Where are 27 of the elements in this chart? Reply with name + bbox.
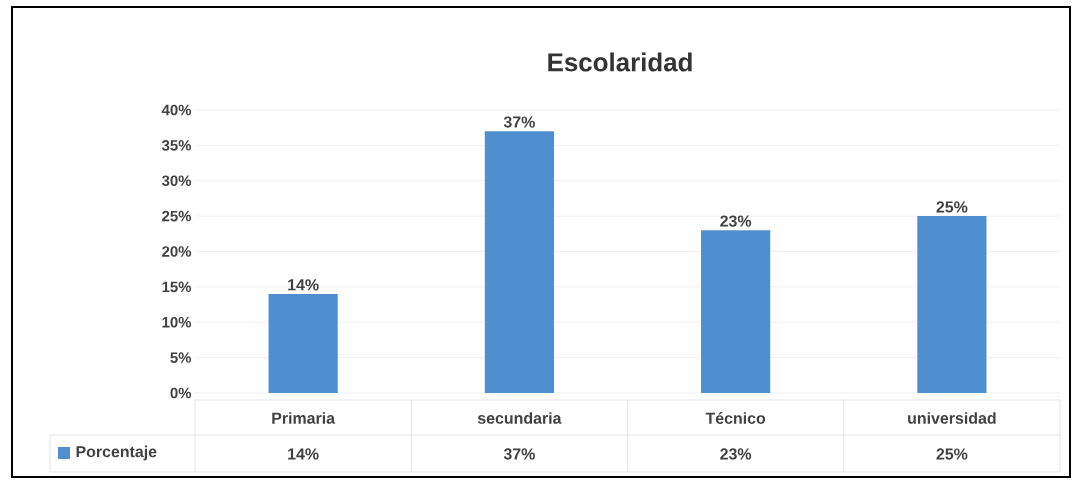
text: 37% bbox=[503, 116, 535, 128]
text: 14% bbox=[288, 448, 319, 460]
y-tick-label: 20% bbox=[162, 246, 192, 257]
bar bbox=[484, 131, 554, 393]
bar bbox=[268, 293, 338, 393]
text: 25% bbox=[936, 448, 968, 460]
x-tick-label: secundaria bbox=[477, 412, 562, 424]
y-tick-label: 10% bbox=[162, 316, 192, 328]
x-tick-label: universidad bbox=[908, 412, 996, 424]
text: 23% bbox=[720, 215, 752, 227]
bar bbox=[917, 216, 987, 393]
x-tick-label: Primaria bbox=[272, 412, 336, 424]
text: 37% bbox=[503, 448, 535, 460]
chart-title: Escolaridad bbox=[548, 52, 692, 72]
text: 14% bbox=[288, 279, 319, 291]
x-tick-label: Técnico bbox=[705, 412, 766, 424]
y-tick-label: 25% bbox=[162, 210, 192, 222]
y-tick-label: 15% bbox=[162, 281, 192, 293]
legend-label: Porcentaje bbox=[76, 445, 157, 461]
y-tick-label: 40% bbox=[161, 104, 192, 116]
y-tick-label: 5% bbox=[170, 352, 192, 363]
text: 23% bbox=[720, 448, 752, 460]
bar bbox=[701, 230, 771, 393]
text: 25% bbox=[936, 201, 968, 213]
y-tick-label: 30% bbox=[161, 175, 192, 187]
y-tick-label: 0% bbox=[170, 387, 192, 399]
y-tick-label: 35% bbox=[161, 140, 192, 151]
